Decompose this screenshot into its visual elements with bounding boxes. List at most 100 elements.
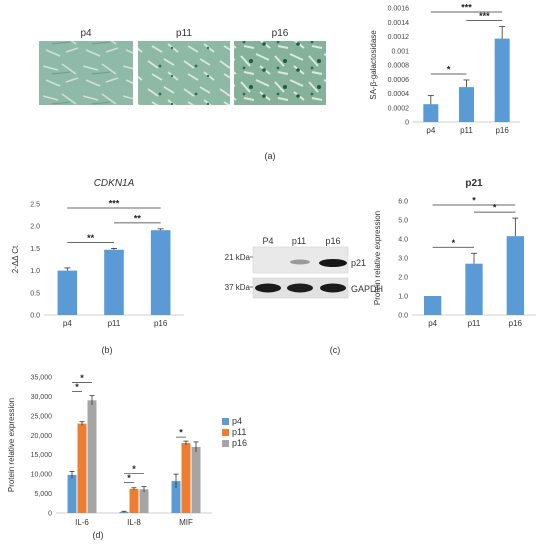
bar-MIF-p16 — [191, 446, 201, 513]
chart-title: CDKN1A — [94, 178, 135, 189]
bar-p4 — [423, 104, 439, 122]
bar-p16 — [506, 236, 525, 315]
x-tick-label: p11 — [460, 126, 473, 135]
chart-p21: 0.0 1.0 2.0 3.0 4.0 5.0 6.0 Protein relative ex… — [373, 178, 536, 328]
legend-swatch-p16 — [222, 440, 229, 447]
panel-label-d: (d) — [93, 530, 104, 540]
bar-p16 — [150, 230, 171, 315]
y-tick-label: 2.0 — [30, 224, 40, 231]
y-tick-label: 0.0 — [398, 313, 408, 320]
x-tick-label: p11 — [468, 319, 481, 328]
panel-label-a: (a) — [265, 151, 276, 161]
significance-label: *** — [109, 199, 120, 209]
y-tick-label: 3.0 — [398, 256, 408, 263]
x-tick-label: MIF — [179, 518, 193, 527]
y-axis-label: Protein relative expression — [7, 398, 16, 492]
y-axis-label: 2-ΔΔ Ct — [11, 245, 20, 273]
y-tick-label: 0.0014 — [388, 20, 410, 27]
micrograph-panel: p4 p11 p16 — [39, 28, 326, 105]
x-tick-label: p4 — [428, 319, 437, 328]
significance-label: * — [472, 196, 476, 206]
bar-IL-6-p4 — [67, 474, 77, 513]
y-tick-label: 15,000 — [31, 452, 53, 459]
significance-label: *** — [479, 11, 490, 21]
x-tick-label: p16 — [509, 319, 523, 328]
y-tick-label: 0 — [48, 511, 52, 518]
y-tick-label: 0.0006 — [388, 77, 410, 84]
blot-band-gapdh-p11 — [287, 283, 313, 293]
y-axis-label: Protein relative expression — [373, 211, 382, 305]
legend-label-p4: p4 — [232, 416, 242, 426]
bar-MIF-p4 — [171, 481, 181, 513]
y-tick-label: 0.5 — [30, 290, 40, 297]
significance-label: * — [447, 64, 451, 74]
bar-MIF-p11 — [181, 443, 191, 513]
blot-band-p21-p11 — [290, 259, 310, 265]
blot-protein-gapdh: GAPDH — [351, 284, 383, 294]
chart-sa-galactosidase: 0 0.0002 0.0004 0.0006 0.0008 0.001 0.0012 0.00… — [369, 3, 520, 135]
y-tick-label: 0.0008 — [388, 63, 410, 70]
legend-label-p11: p11 — [232, 427, 246, 437]
x-tick-label: p16 — [495, 126, 509, 135]
x-tick-label: p16 — [154, 319, 168, 328]
y-tick-label: 25,000 — [31, 413, 53, 420]
x-tick-label: IL-8 — [127, 518, 141, 527]
bar-p11 — [465, 263, 483, 315]
y-tick-label: 10,000 — [31, 472, 53, 479]
micrograph-p16 — [234, 41, 326, 105]
y-tick-label: 5,000 — [34, 491, 52, 498]
bar-IL-6-p16 — [87, 400, 97, 513]
y-tick-label: 0 — [405, 120, 409, 127]
significance-label: * — [452, 238, 456, 248]
micrograph-label-p16: p16 — [272, 28, 289, 39]
y-tick-label: 0.0002 — [388, 105, 410, 112]
micrograph-label-p4: p4 — [80, 28, 92, 39]
bar-p16 — [494, 38, 510, 123]
y-tick-label: 30,000 — [31, 394, 53, 401]
blot-band-gapdh-p4 — [255, 283, 281, 293]
bar-p4 — [423, 296, 442, 315]
bar-p11 — [104, 249, 124, 315]
y-tick-label: 2.0 — [398, 275, 408, 282]
blot-band-p21-p16 — [319, 259, 347, 267]
y-tick-label: 0.0016 — [388, 6, 410, 13]
blot-lane-p4: P4 — [262, 236, 273, 246]
chart-cytokines: 0 5,000 10,000 15,000 20,000 25,000 30,000 35,0… — [7, 373, 247, 527]
significance-label: * — [75, 382, 79, 392]
bar-p4 — [57, 270, 78, 315]
micrograph-label-p11: p11 — [176, 28, 192, 39]
y-tick-label: 0.0004 — [388, 91, 410, 98]
y-tick-label: 0.001 — [391, 48, 409, 55]
y-tick-label: 4.0 — [398, 237, 408, 244]
x-tick-label: p11 — [108, 319, 121, 328]
micrograph-p11 — [138, 41, 230, 105]
panel-label-b: (b) — [102, 345, 113, 355]
x-tick-label: IL-6 — [75, 518, 89, 527]
y-tick-label: 6.0 — [398, 199, 408, 206]
bar-IL-8-p11 — [129, 488, 139, 513]
western-blot: P4 p11 p16 21 kDa 37 kDa p21 GAPDH — [225, 236, 383, 299]
y-tick-label: 1.0 — [30, 268, 40, 275]
significance-label: ** — [134, 213, 142, 223]
significance-label: * — [80, 373, 84, 383]
panel-label-c: (c) — [330, 345, 341, 355]
significance-label: * — [493, 203, 497, 213]
y-tick-label: 35,000 — [31, 375, 53, 382]
bar-IL-8-p16 — [139, 489, 149, 513]
y-tick-label: 0.0012 — [388, 34, 410, 41]
blot-band-gapdh-p16 — [320, 283, 346, 293]
blot-lane-p16: p16 — [325, 236, 340, 246]
x-tick-label: p4 — [426, 126, 435, 135]
y-axis-label: SA-β-galactosidase — [369, 30, 378, 100]
blot-marker-21kda: 21 kDa — [225, 253, 251, 262]
blot-lane-p11: p11 — [292, 236, 306, 246]
significance-label: * — [179, 428, 183, 438]
legend-swatch-p4 — [222, 418, 229, 425]
significance-label: *** — [461, 3, 472, 13]
chart-cdkn1a: 0.0 0.5 1.0 1.5 2.0 2.5 2-ΔΔ Ct CDKN1A p4 p11 p16 *… — [11, 178, 184, 328]
y-tick-label: 1.5 — [30, 246, 40, 253]
bar-p11 — [459, 87, 474, 122]
significance-label: * — [132, 464, 136, 474]
y-tick-label: 20,000 — [31, 433, 53, 440]
